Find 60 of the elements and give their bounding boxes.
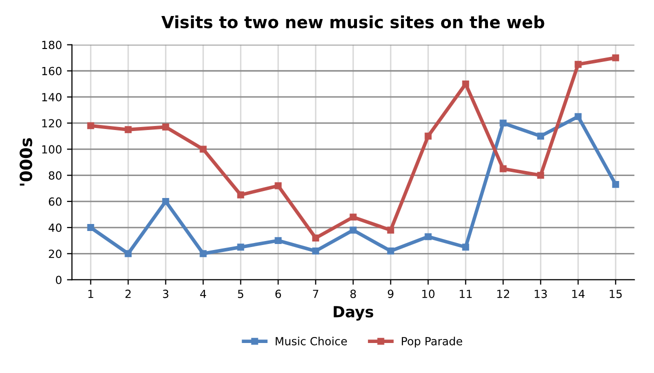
point — [237, 191, 244, 198]
y-tick-label: 180 — [42, 40, 62, 50]
x-tick-label: 10 — [422, 290, 434, 298]
point — [87, 224, 94, 232]
point — [350, 226, 357, 234]
x-tick-label: 15 — [610, 290, 622, 298]
point — [424, 132, 432, 140]
point — [162, 198, 170, 205]
point — [274, 182, 282, 190]
y-tick-label: 0 — [56, 276, 62, 284]
x-tick-label: 2 — [125, 290, 131, 298]
x-tick-label: 4 — [200, 290, 206, 298]
point — [537, 172, 544, 179]
y-tick-label: 40 — [48, 224, 62, 232]
point — [312, 234, 320, 242]
y-tick-label: 20 — [48, 250, 62, 258]
x-tick-label: 6 — [275, 290, 282, 298]
point — [87, 122, 94, 130]
point — [462, 80, 470, 88]
y-tick-label: 160 — [42, 66, 62, 76]
y-tick-label: 100 — [42, 145, 62, 154]
chart-title: Visits to two new music sites on the web — [161, 15, 544, 28]
point — [124, 250, 132, 258]
point — [424, 233, 432, 240]
point — [350, 214, 357, 221]
point — [162, 124, 170, 130]
x-tick-label: 7 — [313, 290, 318, 298]
point — [387, 226, 394, 234]
point — [312, 248, 320, 254]
y-tick-label: 60 — [48, 197, 62, 206]
point — [500, 165, 507, 172]
x-tick-label: 11 — [460, 290, 472, 298]
x-tick-label: 1 — [88, 290, 94, 298]
point — [500, 120, 507, 127]
point — [237, 244, 244, 251]
point — [537, 132, 544, 140]
x-tick-label: 14 — [572, 290, 585, 298]
x-tick-label: 5 — [238, 290, 244, 298]
y-axis-title: '000s — [20, 138, 32, 186]
y-tick-label: 80 — [48, 171, 62, 180]
point — [574, 113, 582, 120]
x-tick-label: 12 — [497, 290, 510, 298]
x-axis-title: Days — [334, 306, 374, 321]
point — [612, 180, 620, 188]
point — [274, 237, 282, 244]
point — [124, 126, 132, 134]
x-tick-label: 3 — [162, 290, 168, 298]
legend-label: Music Choice — [276, 336, 347, 346]
x-tick-label: 8 — [350, 290, 356, 298]
legend-label: Pop Parade — [402, 336, 462, 348]
y-tick-label: 120 — [42, 119, 62, 128]
point — [200, 146, 207, 153]
x-tick-label: 13 — [534, 290, 547, 298]
point — [462, 244, 470, 251]
x-tick-label: 9 — [388, 290, 394, 298]
point — [200, 250, 207, 258]
point — [387, 248, 394, 254]
point — [612, 54, 620, 62]
point — [574, 60, 582, 68]
y-tick-label: 140 — [42, 92, 62, 102]
